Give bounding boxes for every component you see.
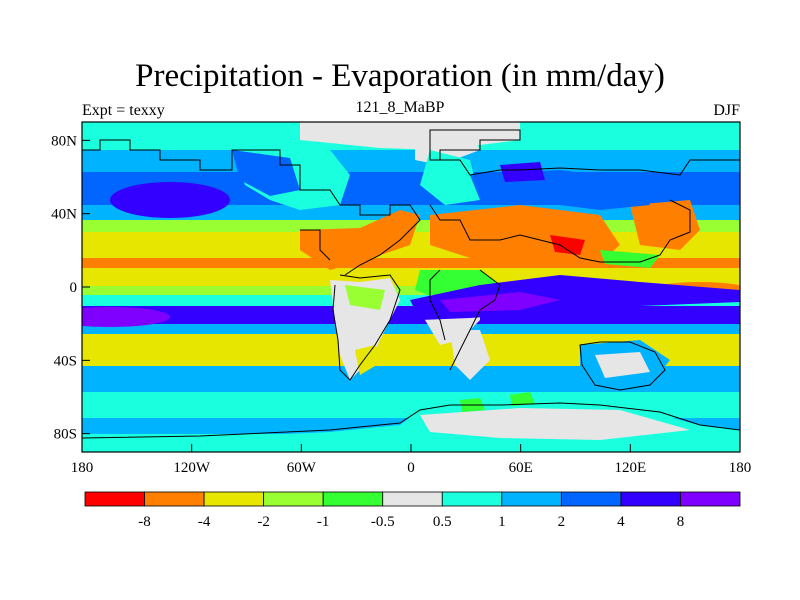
x-tick-label: 120W: [173, 460, 211, 476]
x-tick-label: 60W: [287, 460, 317, 476]
colorbar-swatch: [322, 491, 384, 507]
colorbar-swatch: [144, 491, 205, 507]
colorbar-label: 1: [498, 514, 506, 530]
colorbar-label: 4: [617, 514, 625, 530]
colorbar-swatch: [203, 491, 265, 507]
x-tick-label: 180: [729, 460, 752, 476]
plot-title: Precipitation - Evaporation (in mm/day): [135, 58, 665, 94]
y-tick-label: 40N: [51, 207, 77, 223]
colorbar-label: -0.5: [371, 514, 395, 530]
x-tick-label: 120E: [614, 460, 646, 476]
x-tick-label: 0: [407, 460, 415, 476]
colorbar-swatch: [84, 491, 145, 507]
axis-ticks: 180 120W 60W 0 60E 120E 180 80N 40N 0 40S 80S: [51, 133, 751, 476]
colorbar-swatch: [620, 491, 681, 507]
season-label: DJF: [713, 102, 740, 119]
x-tick-label: 180: [71, 460, 94, 476]
colorbar-swatch: [680, 491, 741, 507]
colorbar-swatch: [441, 491, 503, 507]
y-tick-label: 40S: [54, 353, 77, 369]
colorbar-label: 2: [558, 514, 566, 530]
y-tick-label: 80S: [54, 427, 77, 443]
colorbar-label: 0.5: [433, 514, 452, 530]
coastlines: [82, 129, 740, 439]
experiment-id: 121_8_MaBP: [355, 99, 445, 116]
colorbar-label: -4: [198, 514, 211, 530]
experiment-label: Expt = texxy: [82, 102, 165, 119]
colorbar-swatch: [263, 491, 324, 507]
colorbar-label: -8: [138, 514, 151, 530]
colorbar-swatch: [501, 491, 562, 507]
colorbar-label: -2: [257, 514, 270, 530]
x-tick-label: 60E: [509, 460, 533, 476]
precip-evap-field: [82, 122, 740, 452]
colorbar-swatch: [560, 491, 622, 507]
y-tick-label: 80N: [51, 133, 77, 149]
y-tick-label: 0: [70, 280, 78, 296]
colorbar: -8 -4 -2 -1 -0.5 0.5 1 2 4 8: [84, 491, 741, 530]
colorbar-label: -1: [317, 514, 330, 530]
colorbar-swatch: [382, 491, 443, 507]
colorbar-label: 8: [677, 514, 685, 530]
